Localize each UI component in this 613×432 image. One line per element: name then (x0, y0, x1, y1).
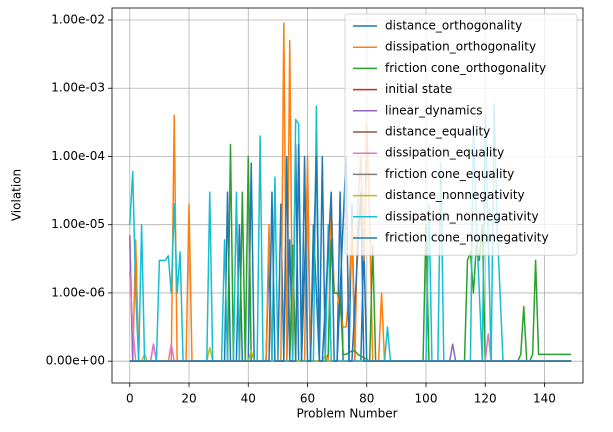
legend-label: dissipation_nonnegativity (385, 209, 539, 223)
x-tick-label: 60 (300, 392, 315, 406)
x-tick-label: 80 (359, 392, 374, 406)
x-axis-label: Problem Number (296, 407, 397, 421)
legend-label: dissipation_orthogonality (385, 40, 536, 54)
axes-frame (111, 7, 584, 384)
x-tick-label: 40 (241, 392, 256, 406)
legend: distance_orthogonality dissipation_orthog… (344, 13, 578, 256)
legend-label: initial state (385, 82, 452, 96)
y-axis-label: Violation (10, 169, 24, 221)
legend-label: distance_orthogonality (385, 19, 522, 33)
legend-label: friction cone_orthogonality (385, 61, 546, 75)
legend-label: distance_nonnegativity (385, 188, 525, 202)
y-tick-label: 1.00e-02 (51, 13, 105, 27)
y-tick-label: 0.00e+00 (46, 354, 105, 368)
plot-layer (129, 22, 572, 362)
y-tick-label: 1.00e-05 (51, 217, 105, 231)
x-tick-label: 20 (181, 392, 196, 406)
legend-label: linear_dynamics (385, 103, 483, 117)
legend-box (344, 13, 578, 256)
x-tick-label: 140 (533, 392, 556, 406)
series-line (129, 143, 572, 362)
legend-label: distance_equality (385, 125, 490, 139)
legend-label: dissipation_equality (385, 146, 504, 160)
legend-label: friction cone_equality (385, 167, 514, 181)
y-tick-label: 1.00e-06 (51, 285, 105, 299)
x-tick-label: 120 (474, 392, 497, 406)
legend-label: friction cone_nonnegativity (385, 231, 549, 245)
y-tick-label: 1.00e-03 (51, 81, 105, 95)
x-tick-label: 0 (126, 392, 134, 406)
axes-layer: 0 20 40 60 80 100 120 140 0.00e+00 1.00e-06 1.00e-… (46, 13, 556, 406)
x-tick-label: 100 (415, 392, 438, 406)
y-tick-label: 1.00e-04 (51, 149, 105, 163)
